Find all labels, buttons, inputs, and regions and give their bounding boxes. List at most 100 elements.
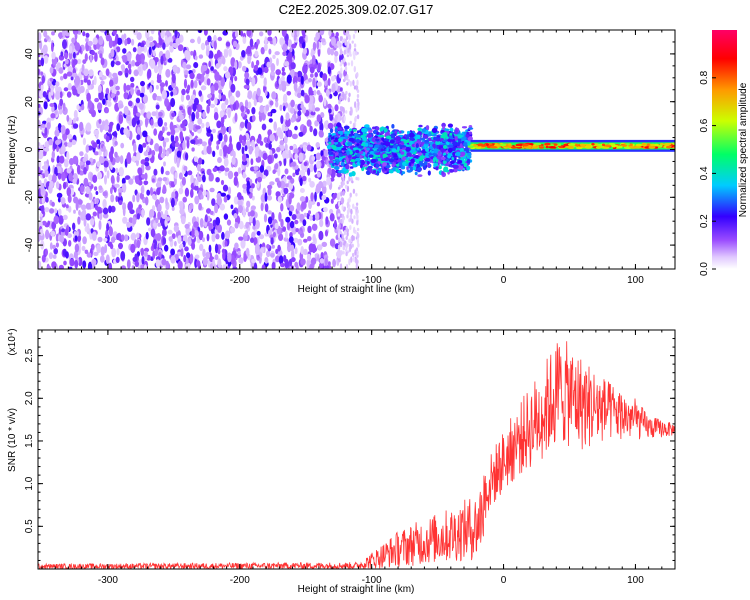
spectrogram-cell — [447, 123, 453, 128]
spectrogram-cell — [234, 60, 238, 71]
spectrogram-cell — [400, 138, 406, 142]
spectrogram-cell — [187, 170, 193, 176]
spectrogram-cell — [355, 106, 358, 113]
spectrogram-cell — [52, 173, 57, 183]
spectrogram-cell — [142, 142, 147, 148]
spectrogram-cell — [205, 121, 210, 128]
spectrogram-cell — [146, 189, 151, 196]
spectrogram-cell — [340, 218, 343, 224]
spectrogram-cell — [228, 142, 233, 152]
spectrogram-cell — [444, 128, 450, 132]
spectrogram-cell — [190, 174, 194, 185]
spectrogram-cell — [345, 236, 348, 240]
spectrogram-cell — [346, 185, 350, 192]
spectrogram-cell — [436, 155, 442, 160]
spectrogram-cell — [160, 30, 165, 39]
spectrogram-cell — [348, 172, 353, 177]
spectrogram-cell — [267, 210, 272, 215]
spectrogram-cell — [274, 51, 280, 56]
spectrogram-cell — [98, 149, 102, 156]
spectrogram-cell — [463, 162, 468, 168]
spectrogram-cell — [299, 196, 306, 202]
spectrogram-cell — [208, 50, 214, 60]
spectrogram-cell — [99, 71, 103, 78]
spectrogram-cell — [310, 200, 316, 205]
spectrogram-cell — [284, 143, 288, 151]
spectrogram-cell — [44, 127, 48, 137]
spectrogram-cell — [226, 219, 232, 226]
spectrogram-cell — [56, 146, 59, 153]
spectrogram-cell — [249, 38, 254, 48]
spectrogram-cell — [319, 30, 325, 36]
spectrogram-cell — [79, 121, 84, 132]
spectrogram-band-cell — [558, 143, 562, 146]
spectrogram-cell — [335, 32, 339, 37]
spectrogram-cell — [162, 147, 166, 157]
spectrogram-cell — [59, 235, 65, 243]
spectrogram-cell — [313, 89, 317, 96]
spectrogram-cell — [240, 30, 244, 37]
spectrogram-cell — [191, 241, 196, 250]
colorbar-tick-label: 0.4 — [699, 166, 710, 180]
spectrogram-cell — [42, 91, 47, 98]
spectrogram-cell — [214, 97, 218, 105]
colorbar-tick-label: 0.6 — [699, 118, 710, 132]
spectrogram-cell — [141, 58, 145, 65]
spectrogram-cell — [354, 30, 357, 34]
spectrogram-cell — [278, 233, 284, 241]
spectrogram-cell — [100, 246, 106, 256]
spectrogram-band-cell — [521, 143, 529, 147]
spectrogram-cell — [312, 41, 317, 51]
spectrogram-cell — [262, 152, 268, 161]
spectrogram-cell — [343, 57, 346, 63]
spectrogram-cell — [110, 164, 113, 170]
spectrogram-cell — [136, 239, 141, 249]
spectrogram-cell — [96, 206, 102, 213]
spectrogram-cell — [77, 30, 82, 35]
spectrogram-cell — [75, 200, 79, 211]
spectrogram-cell — [355, 202, 359, 206]
spectrogram-cell — [267, 36, 273, 42]
spectrogram-cell — [264, 203, 269, 213]
spectrogram-cell — [208, 60, 212, 68]
spectrogram-cell — [58, 215, 64, 225]
spectrogram-cell — [48, 174, 53, 182]
spectrogram-cell — [311, 223, 318, 231]
spectrogram-cell — [153, 128, 158, 136]
spectrogram-cell — [277, 195, 283, 203]
spectrogram-cell — [134, 189, 138, 196]
spectrogram-cell — [338, 219, 341, 223]
spectrogram-cell — [230, 226, 236, 234]
spectrogram-cell — [194, 179, 199, 187]
spectrogram-cell — [67, 82, 72, 91]
spectrogram-cell — [186, 139, 190, 149]
spectrogram-cell — [436, 138, 440, 142]
spectrogram-cell — [246, 30, 252, 37]
spectrogram-cell — [343, 229, 347, 236]
spectrogram-cell — [350, 159, 356, 163]
spectrogram-cell — [55, 233, 59, 242]
spectrogram-cell — [249, 187, 254, 193]
spectrogram-cell — [105, 68, 110, 77]
spectrogram-cell — [251, 195, 255, 201]
spectrogram-cell — [43, 55, 49, 64]
spectrogram-cell — [345, 251, 348, 257]
spectrogram-cell — [291, 43, 297, 49]
spectrogram-cell — [310, 73, 314, 78]
spectrogram-cell — [76, 164, 81, 175]
spectrogram-cell — [260, 247, 265, 253]
spectrogram-cell — [337, 186, 341, 190]
spectrogram-cell — [330, 145, 334, 148]
spectrogram-cell — [222, 56, 226, 65]
spectrogram-cell — [123, 82, 127, 93]
spectrogram-cell — [185, 51, 191, 61]
colorbar-ticks: 0.00.20.40.60.8 — [699, 70, 716, 276]
spectrogram-cell — [67, 133, 73, 140]
spectrogram-cell — [61, 228, 65, 233]
spectrogram-cell — [78, 209, 81, 216]
spectrogram-cell — [66, 168, 72, 174]
spectrogram-cell — [343, 138, 346, 143]
spectrogram-cell — [425, 125, 430, 130]
spectrogram-cell — [364, 142, 369, 147]
spectrogram-cell — [307, 225, 312, 234]
